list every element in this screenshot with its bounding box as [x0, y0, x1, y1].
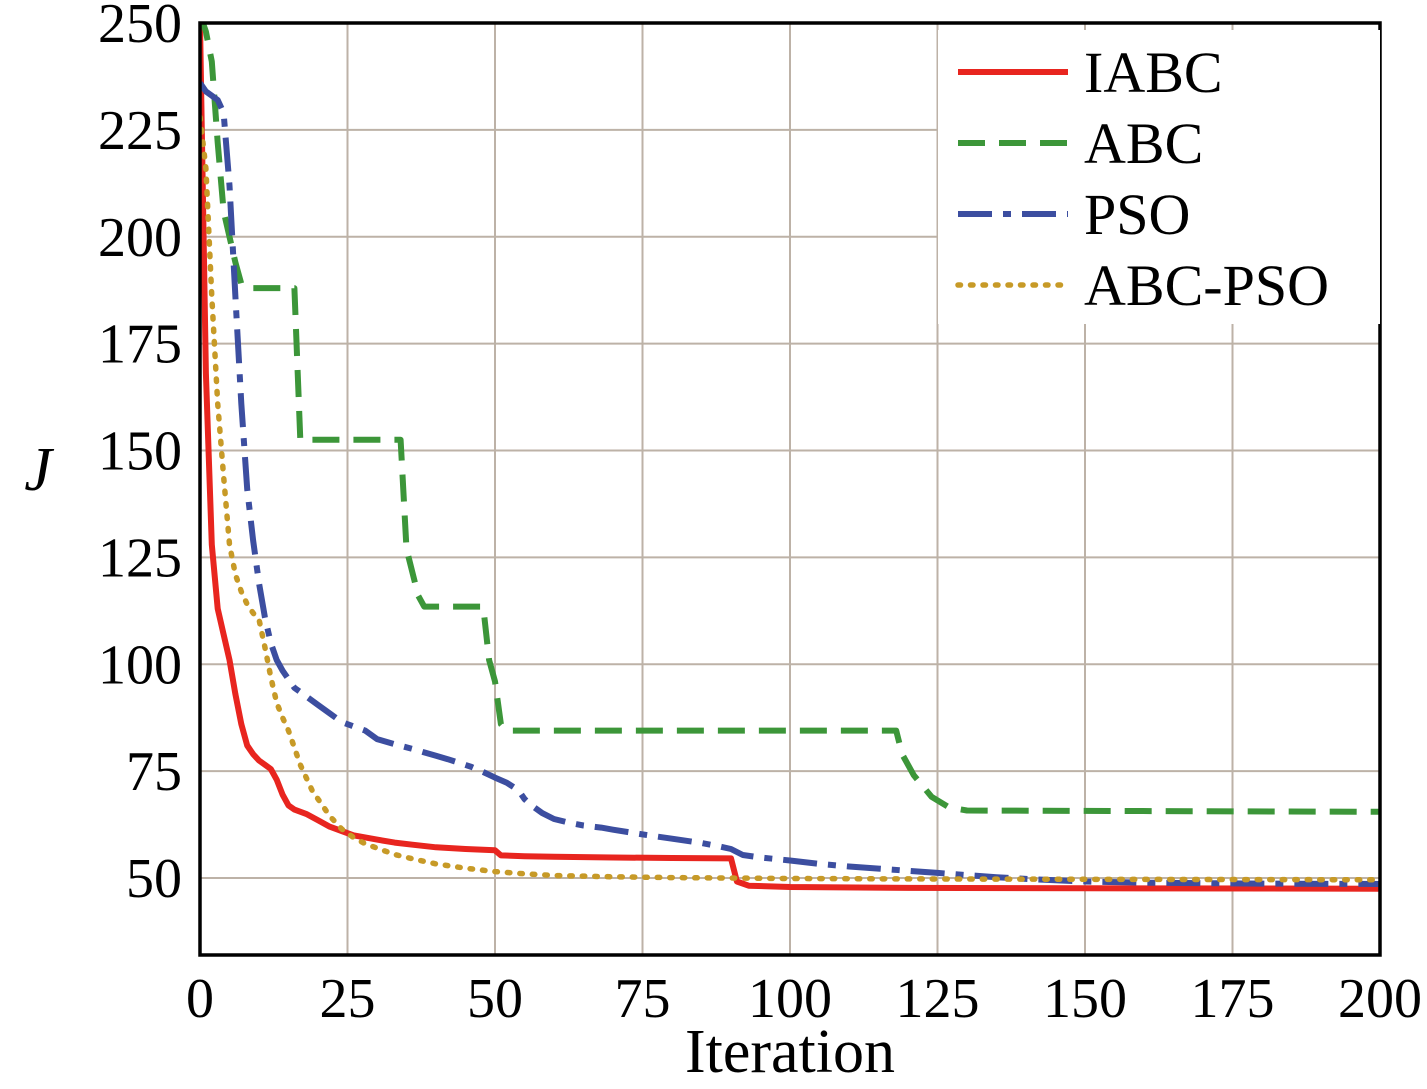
series-lines [200, 23, 1380, 892]
legend-label-abc-pso: ABC-PSO [1084, 253, 1329, 318]
y-tick-label: 225 [98, 100, 182, 162]
y-axis-label: J [24, 436, 54, 504]
x-tick-label: 150 [1043, 968, 1127, 1030]
legend-label-abc: ABC [1084, 111, 1203, 176]
x-tick-label: 75 [615, 968, 671, 1030]
y-tick-label: 175 [98, 314, 182, 376]
y-tick-label: 200 [98, 207, 182, 269]
plot-border [198, 21, 1382, 957]
legend-label-iabc: IABC [1084, 40, 1223, 105]
y-tick-label: 250 [98, 0, 182, 55]
series-line-pso [200, 81, 1380, 887]
series-line-abc [200, 23, 1380, 815]
y-tick-label: 150 [98, 421, 182, 483]
y-tick-label: 100 [98, 634, 182, 696]
x-tick-label: 100 [748, 968, 832, 1030]
y-tick-label: 50 [126, 848, 182, 910]
x-axis-label: Iteration [685, 1018, 895, 1086]
x-tick-label: 175 [1191, 968, 1275, 1030]
legend-background [938, 30, 1380, 324]
series-line-abc-pso [200, 114, 1380, 883]
y-tick-label: 125 [98, 527, 182, 589]
y-tick-label: 75 [126, 741, 182, 803]
x-tick-label: 200 [1338, 968, 1422, 1030]
x-tick-label: 25 [320, 968, 376, 1030]
x-tick-label: 0 [186, 968, 214, 1030]
tick-labels: 50 75 100 125 150 175 200 225 250 0 25 50 75 100 125 15… [98, 0, 1422, 1030]
x-tick-label: 50 [467, 968, 523, 1030]
series-line-iabc [200, 23, 1380, 892]
x-tick-label: 125 [896, 968, 980, 1030]
legend-label-pso: PSO [1084, 182, 1190, 247]
axis-box [198, 21, 1382, 957]
